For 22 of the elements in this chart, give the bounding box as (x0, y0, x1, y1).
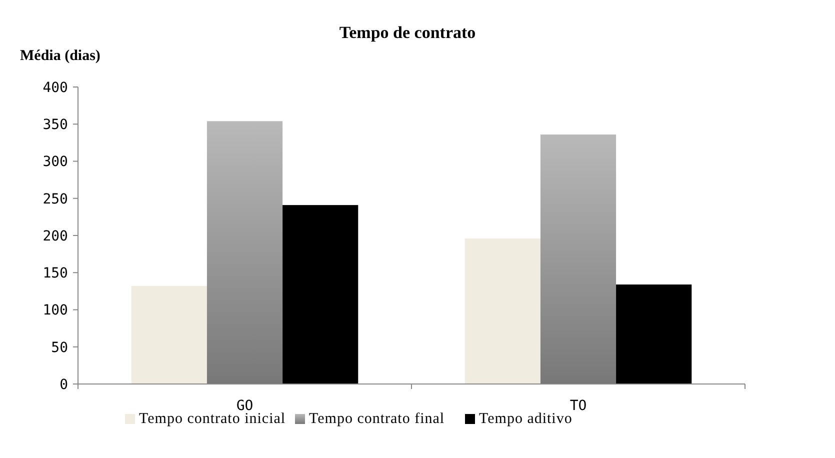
bar (131, 286, 207, 384)
bar (616, 284, 692, 384)
y-tick-label: 50 (51, 340, 68, 356)
y-axis-title: Média (dias) (20, 48, 100, 64)
y-tick-label: 250 (42, 191, 68, 208)
y-tick-label: 200 (42, 228, 68, 244)
bar (206, 121, 283, 384)
bar (464, 238, 540, 384)
y-tick-label: 150 (42, 266, 68, 282)
bar (282, 205, 358, 384)
legend-label: Tempo contrato final (309, 411, 445, 427)
y-tick-label: 100 (42, 302, 68, 319)
y-tick-label: 350 (42, 117, 68, 134)
x-tick-label: TO (570, 398, 587, 414)
x-tick-label: GO (236, 398, 254, 414)
chart-title: Tempo de contrato (339, 23, 476, 42)
y-tick-label: 400 (42, 80, 68, 96)
y-tick-label: 0 (60, 376, 68, 393)
legend-label: Tempo aditivo (479, 411, 572, 427)
y-tick-label: 300 (42, 154, 68, 170)
legend-label: Tempo contrato inicial (139, 411, 286, 427)
bar (540, 134, 616, 384)
